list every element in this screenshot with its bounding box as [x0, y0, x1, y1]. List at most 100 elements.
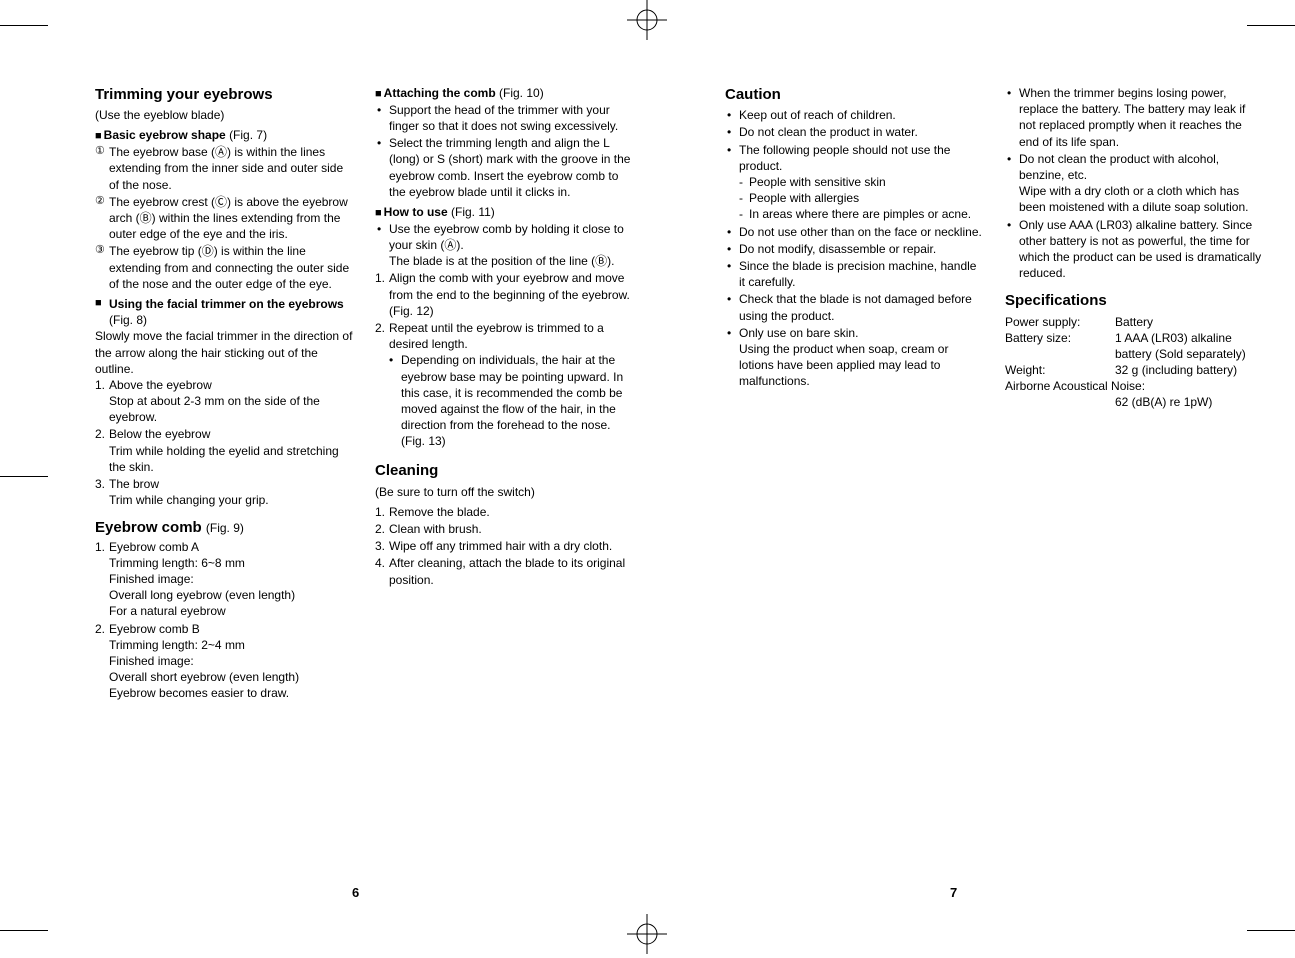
- spec-label: Airborne Acoustical Noise:: [1005, 378, 1265, 394]
- heading-cleaning: Cleaning: [375, 461, 635, 481]
- body-text: Below the eyebrow: [109, 427, 210, 441]
- body-text: Clean with brush.: [389, 522, 482, 536]
- body-text: Finished image:: [109, 654, 194, 668]
- body-text: Trim while changing your grip.: [109, 493, 269, 507]
- spec-value: 1 AAA (LR03) alkaline battery (Sold sepa…: [1115, 330, 1265, 362]
- body-text: Trimming length: 6~8 mm: [109, 556, 245, 570]
- spec-row: Battery size: 1 AAA (LR03) alkaline batt…: [1005, 330, 1265, 362]
- page-spread: Trimming your eyebrows (Use the eyeblow …: [0, 0, 1295, 703]
- heading-specifications: Specifications: [1005, 291, 1265, 311]
- bullet-item: Select the trimming length and align the…: [375, 135, 635, 200]
- bullet-item: Only use AAA (LR03) alkaline battery. Si…: [1005, 217, 1265, 282]
- heading-how-to-use: How to use: [384, 205, 448, 219]
- bullet-item: Support the head of the trimmer with you…: [375, 102, 635, 134]
- section-using-trimmer: ■ Using the facial trimmer on the eyebro…: [95, 296, 355, 328]
- body-text: Eyebrow comb B: [109, 622, 200, 636]
- column-2: ■Attaching the comb (Fig. 10) Support th…: [375, 85, 635, 703]
- body-text: Trimming length: 2~4 mm: [109, 638, 245, 652]
- heading-eyebrow-comb: Eyebrow comb (Fig. 9): [95, 518, 355, 538]
- body-text: Overall short eyebrow (even length): [109, 670, 299, 684]
- bullet-item: Check that the blade is not damaged befo…: [725, 291, 985, 323]
- crop-mark: [0, 476, 48, 477]
- bullet-item: Use the eyebrow comb by holding it close…: [375, 221, 635, 270]
- num-item-2: 2.Below the eyebrowTrim while holding th…: [95, 426, 355, 475]
- body-text: After cleaning, attach the blade to its …: [389, 556, 625, 586]
- heading-attaching: Attaching the comb: [384, 86, 496, 100]
- body-text: The eyebrow crest (Ⓒ) is above the eyebr…: [109, 195, 348, 241]
- nested-bullet: Depending on individuals, the hair at th…: [389, 352, 635, 449]
- heading-using: Using the facial trimmer on the eyebrows: [109, 297, 344, 311]
- num-item-1: 1.Above the eyebrowStop at about 2-3 mm …: [95, 377, 355, 426]
- spec-value: Battery: [1115, 314, 1265, 330]
- body-text: Overall long eyebrow (even length): [109, 588, 295, 602]
- spec-value: 32 g (including battery): [1115, 362, 1265, 378]
- section-attaching-comb: ■Attaching the comb (Fig. 10): [375, 85, 635, 102]
- crop-mark: [1247, 930, 1295, 931]
- dash-item: In areas where there are pimples or acne…: [739, 206, 985, 222]
- page-number-left: 6: [352, 884, 359, 902]
- body-text: Eyebrow comb A: [109, 540, 199, 554]
- num-item-2: 2. Eyebrow comb B Trimming length: 2~4 m…: [95, 621, 355, 702]
- square-bullet: ■: [95, 296, 102, 311]
- subnote-trimming: (Use the eyeblow blade): [95, 107, 355, 123]
- bullet-item: Do not use other than on the face or nec…: [725, 224, 985, 240]
- bullet-item: Do not clean the product in water.: [725, 124, 985, 140]
- bullet-item: Do not clean the product with alcohol, b…: [1005, 151, 1265, 216]
- body-text: Remove the blade.: [389, 505, 490, 519]
- square-bullet: ■: [375, 207, 382, 219]
- body-text: Stop at about 2-3 mm on the side of the …: [109, 394, 320, 424]
- spec-row: Airborne Acoustical Noise: 62 (dB(A) re …: [1005, 378, 1265, 410]
- square-bullet: ■: [375, 88, 382, 100]
- heading-caution: Caution: [725, 85, 985, 105]
- square-bullet: ■: [95, 130, 102, 142]
- spec-row: Power supply: Battery: [1005, 314, 1265, 330]
- num-item-1: 1.Align the comb with your eyebrow and m…: [375, 270, 635, 319]
- circled-item-3: ③The eyebrow tip (Ⓓ) is within the line …: [95, 243, 355, 292]
- circled-item-1: ①The eyebrow base (Ⓐ) is within the line…: [95, 144, 355, 193]
- dash-item: People with sensitive skin: [739, 174, 985, 190]
- heading-trimming: Trimming your eyebrows: [95, 85, 355, 105]
- fig-ref: (Fig. 9): [206, 521, 244, 535]
- bullet-item: Only use on bare skin.Using the product …: [725, 325, 985, 390]
- bullet-item: When the trimmer begins losing power, re…: [1005, 85, 1265, 150]
- body-text: Repeat until the eyebrow is trimmed to a…: [389, 321, 604, 351]
- body-text: The eyebrow tip (Ⓓ) is within the line e…: [109, 244, 349, 290]
- crop-mark: [0, 930, 48, 931]
- num-item-1: 1. Eyebrow comb A Trimming length: 6~8 m…: [95, 539, 355, 620]
- body-text: Above the eyebrow: [109, 378, 212, 392]
- fig-ref: (Fig. 8): [109, 313, 147, 327]
- fig-ref: (Fig. 11): [451, 205, 495, 219]
- circled-item-2: ②The eyebrow crest (Ⓒ) is above the eyeb…: [95, 194, 355, 243]
- column-3: Caution Keep out of reach of children. D…: [725, 85, 985, 703]
- num-item-3: 3.The browTrim while changing your grip.: [95, 476, 355, 508]
- bullet-item: The following people should not use the …: [725, 142, 985, 223]
- column-1: Trimming your eyebrows (Use the eyeblow …: [95, 85, 355, 703]
- dash-item: People with allergies: [739, 190, 985, 206]
- section-basic-shape: ■Basic eyebrow shape (Fig. 7): [95, 127, 355, 144]
- registration-mark-top: [627, 0, 667, 44]
- spec-row: Weight: 32 g (including battery): [1005, 362, 1265, 378]
- body-text: The eyebrow base (Ⓐ) is within the lines…: [109, 145, 343, 191]
- heading-basic-shape: Basic eyebrow shape: [104, 128, 226, 142]
- bullet-item: Do not modify, disassemble or repair.: [725, 241, 985, 257]
- num-item-1: 1.Remove the blade.: [375, 504, 635, 520]
- crop-mark: [0, 25, 48, 26]
- fig-ref: (Fig. 7): [229, 128, 267, 142]
- body-text: Eyebrow becomes easier to draw.: [109, 686, 289, 700]
- body-text: Align the comb with your eyebrow and mov…: [389, 271, 630, 317]
- fig-ref: (Fig. 10): [499, 86, 544, 100]
- subnote-cleaning: (Be sure to turn off the switch): [375, 484, 635, 500]
- crop-mark: [1247, 25, 1295, 26]
- body-text: Wipe off any trimmed hair with a dry clo…: [389, 539, 612, 553]
- num-item-3: 3.Wipe off any trimmed hair with a dry c…: [375, 538, 635, 554]
- num-item-2: 2.Clean with brush.: [375, 521, 635, 537]
- body-text: Slowly move the facial trimmer in the di…: [95, 328, 355, 377]
- bullet-item: Since the blade is precision machine, ha…: [725, 258, 985, 290]
- page-number-right: 7: [950, 884, 957, 902]
- registration-mark-bottom: [627, 914, 667, 958]
- num-item-2: 2.Repeat until the eyebrow is trimmed to…: [375, 320, 635, 450]
- body-text: For a natural eyebrow: [109, 604, 226, 618]
- spec-label: Weight:: [1005, 362, 1115, 378]
- column-4: When the trimmer begins losing power, re…: [1005, 85, 1265, 703]
- spec-label: Battery size:: [1005, 330, 1115, 362]
